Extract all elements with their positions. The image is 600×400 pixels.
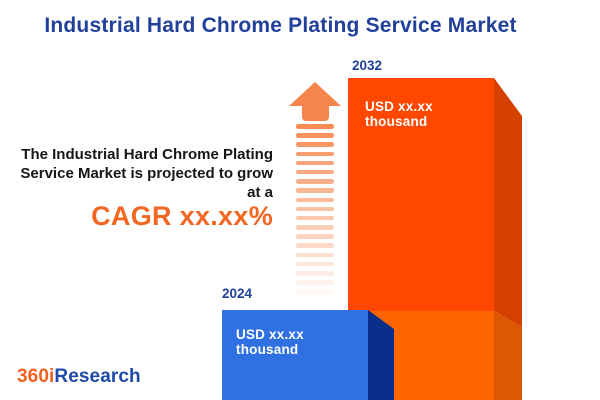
arrow-stripe (296, 225, 334, 230)
arrow-stripe (296, 289, 334, 294)
growth-arrow-icon (289, 82, 341, 294)
arrow-stripe (296, 169, 334, 175)
bar-2032-value-label: USD xx.xx thousand (365, 99, 433, 129)
arrow-stripe (296, 261, 334, 267)
arrow-stripe (296, 124, 334, 129)
annotation-line-1: The Industrial Hard Chrome Plating (21, 146, 273, 163)
bar-2032-side (494, 78, 522, 327)
arrow-stripe (296, 206, 334, 212)
logo-prefix: 360i (17, 366, 55, 387)
bar-2024-year-label: 2024 (222, 286, 253, 301)
page-title: Industrial Hard Chrome Plating Service M… (44, 14, 517, 37)
bar-2024-value-label: USD xx.xx thousand (236, 327, 304, 357)
bar-2032-lower-side (494, 311, 522, 400)
arrow-stripe (296, 188, 334, 193)
arrow-stripe (296, 133, 334, 138)
growth-annotation: The Industrial Hard Chrome Plating Servi… (20, 145, 273, 231)
cagr-value: CAGR xx.xx% (91, 201, 273, 231)
arrow-fade-stripes (289, 124, 341, 294)
arrow-stripe (296, 243, 334, 248)
bar-2032-face: USD xx.xx thousand (348, 78, 494, 311)
arrow-stripe (296, 215, 334, 221)
logo: 360iResearch (17, 366, 141, 388)
arrow-head-icon (289, 82, 341, 106)
arrow-stripe (296, 160, 334, 166)
arrow-stripe (296, 271, 334, 276)
arrow-stripe (296, 142, 334, 147)
bar-2024-face: USD xx.xx thousand (222, 310, 368, 400)
arrow-stripe (296, 234, 334, 239)
annotation-line-3: at a (247, 184, 273, 201)
arrow-stripe (296, 252, 334, 258)
arrow-stripe (296, 280, 334, 285)
bar-2032-year-label: 2032 (352, 58, 383, 73)
logo-suffix: Research (54, 366, 141, 387)
arrow-stripe (296, 151, 334, 157)
arrow-stripe (296, 197, 334, 202)
arrow-stripe (296, 179, 334, 184)
annotation-line-2: Service Market is projected to grow (20, 165, 273, 182)
